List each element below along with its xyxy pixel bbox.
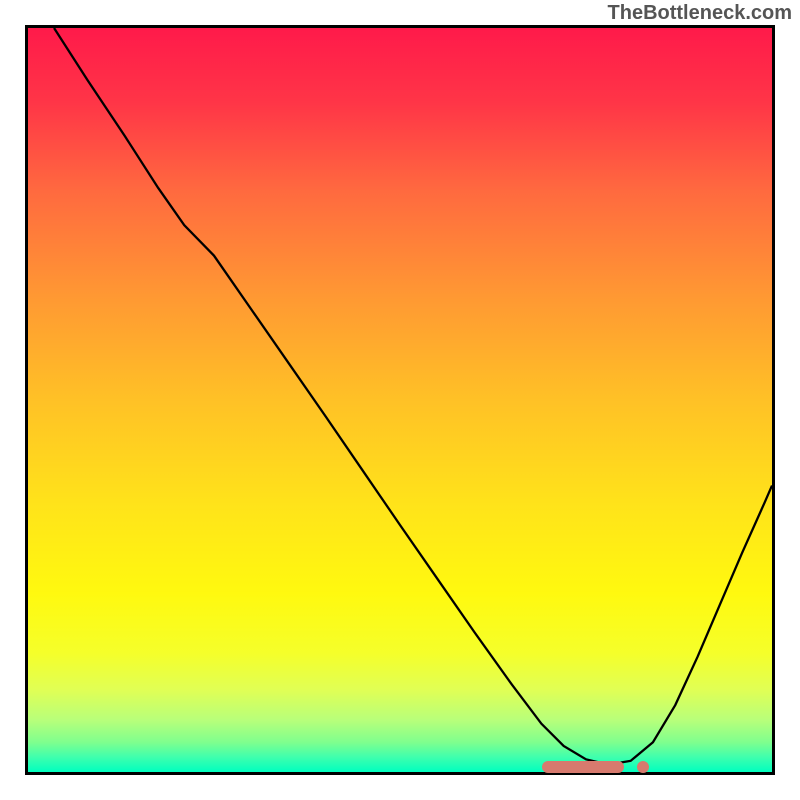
- minimum-marker-dot: [637, 761, 649, 773]
- minimum-marker-band: [542, 761, 625, 773]
- curve-line: [28, 28, 772, 772]
- chart-container: TheBottleneck.com: [0, 0, 800, 800]
- plot-area: [25, 25, 775, 775]
- watermark-text: TheBottleneck.com: [608, 2, 792, 25]
